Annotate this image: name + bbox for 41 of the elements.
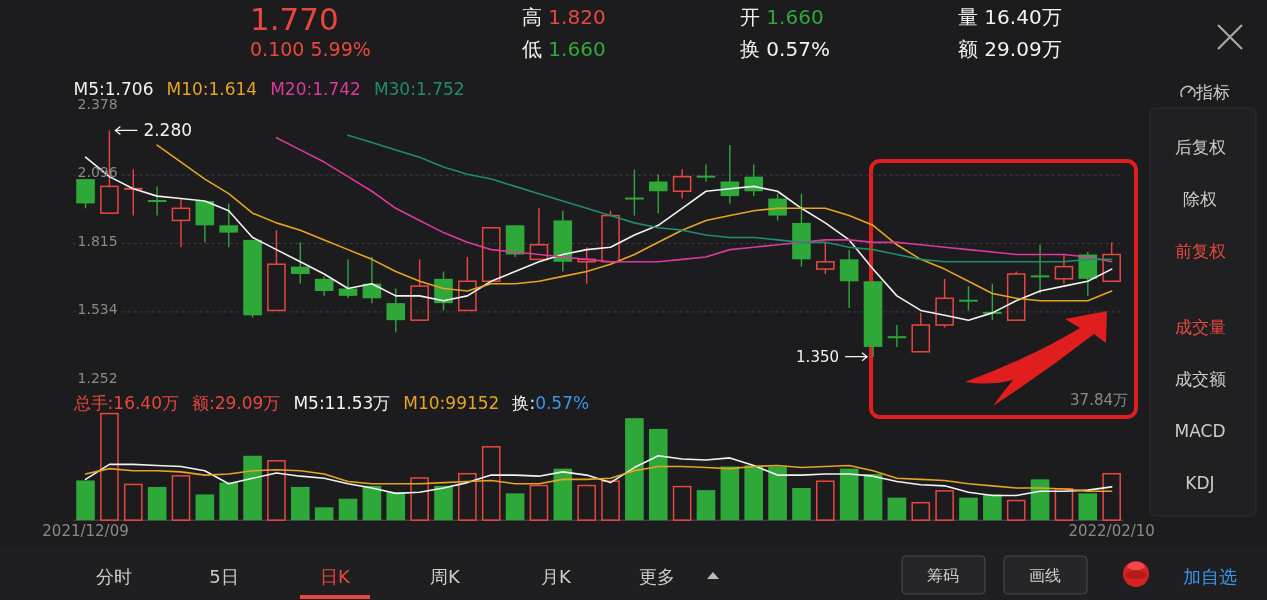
text: 周K [430,565,462,587]
text: MACD [1174,421,1226,441]
text: 更多 [639,565,675,587]
text: 前复权 [1174,241,1226,261]
y-tick-label: 1.815 [77,232,118,249]
text: 高 1.820 [522,5,606,29]
legend-item: M30:1.752 [373,78,465,99]
text: 额 29.09万 [958,37,1062,61]
annotation: 1.350 [796,347,840,366]
x-tick-label: 2022/02/10 [1068,522,1155,541]
annotation: 总手:16.40万 [72,392,180,413]
text: 指标 [1195,82,1230,102]
y-tick-label: 1.252 [77,369,118,386]
text: 后复权 [1174,137,1226,157]
annotation: 换:0.57% [512,392,590,413]
legend-item: M10:99152 [403,392,500,413]
text: 1.770 [250,1,339,37]
legend-item: M10:1.614 [166,78,258,99]
text: 低 1.660 [522,37,606,61]
text: 日K [320,565,352,587]
y-tick-label: 1.534 [77,300,118,317]
text: 加自选 [1183,565,1237,587]
text: 成交量 [1174,317,1226,337]
text: 5日 [209,565,239,587]
text: KDJ [1185,473,1215,493]
text: 0.100 5.99% [250,38,371,60]
text: 成交额 [1174,369,1226,389]
legend-item: M20:1.742 [270,78,361,99]
text: 37.84万 [1070,391,1128,409]
x-tick-label: 2021/12/09 [42,522,129,541]
text: 除权 [1183,189,1217,209]
text: 画线 [1029,565,1061,585]
text: 换 0.57% [740,37,830,61]
legend-item: M5:11.53万 [293,392,391,413]
text: 月K [541,565,573,587]
text: 开 1.660 [740,5,824,29]
text: 量 16.40万 [958,5,1062,29]
text: 分时 [96,565,132,587]
text: 筹码 [927,565,959,585]
annotation: 2.280 [143,120,193,141]
annotation: 额:29.09万 [192,392,281,413]
